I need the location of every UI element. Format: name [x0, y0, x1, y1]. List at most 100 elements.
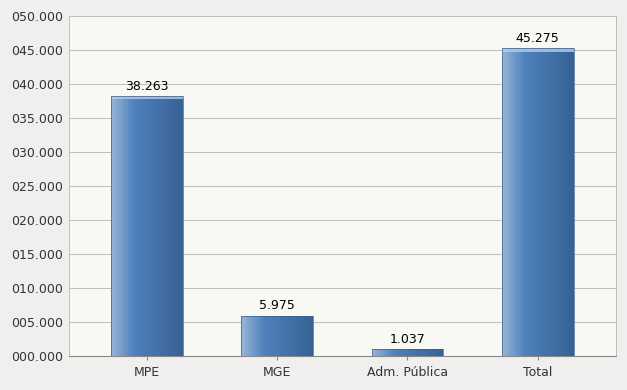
Bar	[296, 316, 298, 356]
Bar	[111, 96, 182, 356]
Bar	[431, 349, 434, 356]
Bar	[256, 316, 258, 356]
Bar	[294, 316, 297, 356]
Text: 5.975: 5.975	[259, 299, 295, 312]
Bar	[410, 349, 413, 356]
Bar	[403, 349, 405, 356]
Bar	[566, 48, 569, 356]
Bar	[277, 316, 280, 356]
Bar	[265, 316, 268, 356]
Bar	[178, 96, 181, 356]
Bar	[149, 96, 152, 356]
Bar	[123, 96, 125, 356]
Bar	[535, 48, 538, 356]
Bar	[528, 48, 530, 356]
Bar	[424, 349, 426, 356]
Bar	[386, 349, 389, 356]
Bar	[173, 96, 176, 356]
Bar	[116, 96, 119, 356]
Bar	[381, 349, 384, 356]
Bar	[429, 349, 431, 356]
Bar	[244, 316, 246, 356]
Bar	[538, 48, 540, 356]
Bar	[516, 48, 519, 356]
Bar	[181, 96, 183, 356]
Bar	[159, 96, 161, 356]
Bar	[542, 48, 545, 356]
Bar	[171, 96, 173, 356]
Bar	[135, 96, 137, 356]
Bar	[436, 349, 439, 356]
Bar	[303, 316, 306, 356]
Bar	[396, 349, 398, 356]
Bar	[241, 316, 313, 356]
Bar	[552, 48, 554, 356]
Bar	[282, 316, 285, 356]
Bar	[562, 48, 564, 356]
Bar	[419, 349, 422, 356]
Bar	[306, 316, 308, 356]
Bar	[166, 96, 169, 356]
Bar	[280, 316, 282, 356]
Bar	[426, 349, 429, 356]
Bar	[441, 349, 443, 356]
Bar	[398, 349, 401, 356]
Bar	[524, 48, 526, 356]
Bar	[391, 349, 393, 356]
Bar	[374, 349, 376, 356]
Bar	[164, 96, 166, 356]
Bar	[246, 316, 248, 356]
Bar	[376, 349, 379, 356]
Bar	[258, 316, 261, 356]
Bar	[156, 96, 159, 356]
Bar	[434, 349, 436, 356]
Bar	[301, 316, 303, 356]
Bar	[521, 48, 524, 356]
Bar	[128, 96, 130, 356]
Bar	[176, 96, 178, 356]
Bar	[514, 48, 517, 356]
Bar	[147, 96, 149, 356]
Bar	[422, 349, 424, 356]
Bar	[408, 349, 410, 356]
Bar	[569, 48, 571, 356]
Bar	[253, 316, 256, 356]
Bar	[248, 316, 251, 356]
Bar	[512, 48, 514, 356]
Bar	[526, 48, 529, 356]
Bar	[533, 48, 535, 356]
Bar	[379, 349, 381, 356]
Bar	[272, 316, 275, 356]
Bar	[287, 316, 289, 356]
Bar	[393, 349, 396, 356]
Text: 45.275: 45.275	[516, 32, 559, 45]
Bar	[137, 96, 140, 356]
Bar	[275, 316, 277, 356]
Bar	[132, 96, 135, 356]
Bar	[564, 48, 567, 356]
Bar	[384, 349, 386, 356]
Bar	[140, 96, 142, 356]
Bar	[372, 349, 443, 356]
Text: 38.263: 38.263	[125, 80, 169, 92]
Bar	[388, 349, 391, 356]
Bar	[284, 316, 287, 356]
Bar	[310, 316, 313, 356]
Bar	[308, 316, 311, 356]
Bar	[113, 96, 116, 356]
Bar	[111, 96, 182, 99]
Bar	[414, 349, 417, 356]
Bar	[268, 316, 270, 356]
Bar	[152, 96, 154, 356]
Bar	[298, 316, 301, 356]
Bar	[120, 96, 123, 356]
Bar	[118, 96, 120, 356]
Bar	[161, 96, 164, 356]
Bar	[154, 96, 157, 356]
Bar	[372, 349, 374, 356]
Bar	[502, 48, 574, 356]
Bar	[412, 349, 414, 356]
Bar	[504, 48, 507, 356]
Bar	[519, 48, 521, 356]
Bar	[142, 96, 145, 356]
